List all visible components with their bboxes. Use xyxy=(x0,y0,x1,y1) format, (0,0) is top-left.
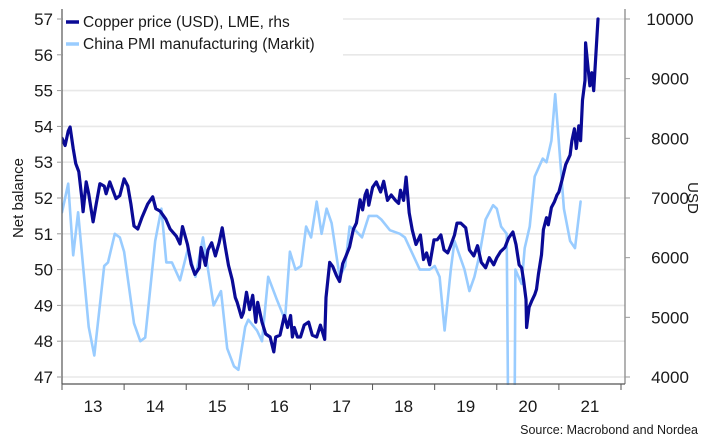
x-tick-label: 16 xyxy=(270,397,289,416)
series-line-pmi xyxy=(62,92,582,385)
right-tick-label: 4000 xyxy=(651,368,689,387)
right-tick-label: 5000 xyxy=(651,308,689,327)
x-tick-label: 20 xyxy=(518,397,537,416)
left-axis-title: Net balance xyxy=(10,158,27,238)
x-axis-ticks: 13 14 15 16 17 18 19 20 21 xyxy=(61,384,622,416)
series-layer xyxy=(62,17,600,385)
legend-label-copper: Copper price (USD), LME, rhs xyxy=(83,14,290,31)
legend-label-pmi: China PMI manufacturing (Markit) xyxy=(83,36,315,53)
legend: Copper price (USD), LME, rhs China PMI m… xyxy=(63,8,343,58)
series-line-copper xyxy=(62,17,600,354)
x-tick-label: 17 xyxy=(332,397,351,416)
right-tick-label: 10000 xyxy=(646,10,693,29)
left-tick-label: 49 xyxy=(34,296,53,315)
left-tick-label: 50 xyxy=(34,261,53,280)
left-tick-label: 53 xyxy=(34,153,53,172)
left-tick-label: 56 xyxy=(34,46,53,65)
left-tick-label: 52 xyxy=(34,189,53,208)
left-y-axis-ticks: 47 48 49 50 51 52 53 54 55 56 57 xyxy=(34,10,62,387)
x-tick-label: 21 xyxy=(580,397,599,416)
left-tick-label: 48 xyxy=(34,332,53,351)
right-tick-label: 7000 xyxy=(651,189,689,208)
axes xyxy=(61,9,626,385)
legend-background xyxy=(63,8,343,58)
right-axis-title: USD xyxy=(684,182,701,214)
source-note: Source: Macrobond and Nordea xyxy=(520,423,698,437)
x-tick-label: 18 xyxy=(394,397,413,416)
right-tick-label: 9000 xyxy=(651,70,689,89)
right-tick-label: 6000 xyxy=(651,249,689,268)
x-tick-label: 13 xyxy=(84,397,103,416)
x-tick-label: 14 xyxy=(146,397,165,416)
right-tick-label: 8000 xyxy=(651,129,689,148)
left-tick-label: 47 xyxy=(34,368,53,387)
left-tick-label: 51 xyxy=(34,225,53,244)
x-tick-label: 19 xyxy=(456,397,475,416)
left-tick-label: 55 xyxy=(34,82,53,101)
x-tick-label: 15 xyxy=(208,397,227,416)
right-y-axis-ticks: 4000 5000 6000 7000 8000 9000 10000 xyxy=(625,10,694,387)
left-tick-label: 57 xyxy=(34,10,53,29)
left-tick-label: 54 xyxy=(34,117,53,136)
